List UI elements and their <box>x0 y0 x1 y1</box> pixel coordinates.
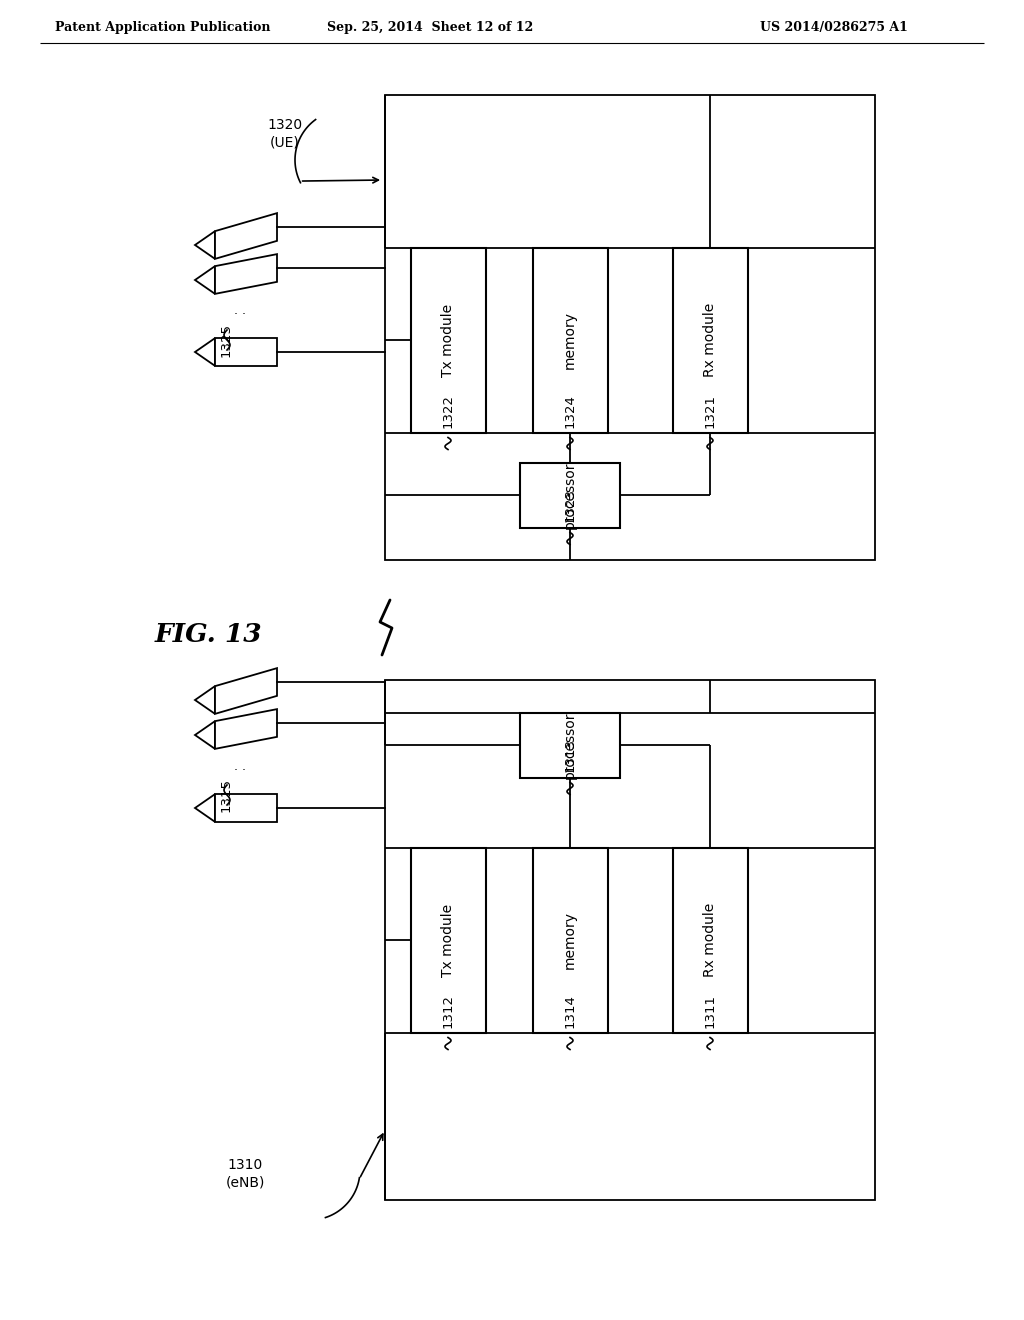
Polygon shape <box>215 255 278 294</box>
Polygon shape <box>195 338 215 366</box>
Text: memory: memory <box>563 911 577 969</box>
Bar <box>520 462 620 528</box>
Text: US 2014/0286275 A1: US 2014/0286275 A1 <box>760 21 908 34</box>
Polygon shape <box>215 795 278 822</box>
Polygon shape <box>215 668 278 714</box>
Polygon shape <box>215 338 278 366</box>
Text: 1325: 1325 <box>220 323 233 356</box>
Text: Patent Application Publication: Patent Application Publication <box>55 21 270 34</box>
Text: 1311: 1311 <box>703 994 717 1027</box>
Bar <box>532 248 607 433</box>
Text: 1323: 1323 <box>563 488 577 523</box>
Text: 1322: 1322 <box>441 393 455 428</box>
Text: · ·: · · <box>233 763 246 776</box>
Text: 1313: 1313 <box>563 738 577 772</box>
Text: FIG. 13: FIG. 13 <box>155 623 262 648</box>
Text: Tx module: Tx module <box>441 304 455 376</box>
Polygon shape <box>195 795 215 822</box>
Bar <box>673 248 748 433</box>
Text: Rx module: Rx module <box>703 302 717 378</box>
Text: Sep. 25, 2014  Sheet 12 of 12: Sep. 25, 2014 Sheet 12 of 12 <box>327 21 534 34</box>
Bar <box>385 95 874 560</box>
Text: (eNB): (eNB) <box>225 1175 264 1189</box>
Bar <box>520 713 620 777</box>
Text: memory: memory <box>563 312 577 370</box>
Bar <box>385 680 874 1200</box>
Bar <box>532 847 607 1032</box>
Text: 1321: 1321 <box>703 393 717 428</box>
Polygon shape <box>215 213 278 259</box>
Bar <box>411 847 485 1032</box>
Polygon shape <box>195 686 215 714</box>
Text: 1324: 1324 <box>563 393 577 428</box>
Text: Tx module: Tx module <box>441 903 455 977</box>
Text: processor: processor <box>563 461 577 529</box>
Bar <box>673 847 748 1032</box>
Text: 1312: 1312 <box>441 994 455 1027</box>
Text: · ·: · · <box>233 309 246 322</box>
Text: (UE): (UE) <box>270 135 300 149</box>
Text: Rx module: Rx module <box>703 903 717 977</box>
Polygon shape <box>195 267 215 294</box>
Text: 1310: 1310 <box>227 1158 262 1172</box>
Polygon shape <box>215 709 278 748</box>
Polygon shape <box>195 721 215 748</box>
Text: 1320: 1320 <box>267 117 302 132</box>
Polygon shape <box>195 231 215 259</box>
Text: processor: processor <box>563 711 577 779</box>
Text: 1315: 1315 <box>220 777 233 812</box>
Text: 1314: 1314 <box>563 994 577 1027</box>
Bar <box>411 248 485 433</box>
